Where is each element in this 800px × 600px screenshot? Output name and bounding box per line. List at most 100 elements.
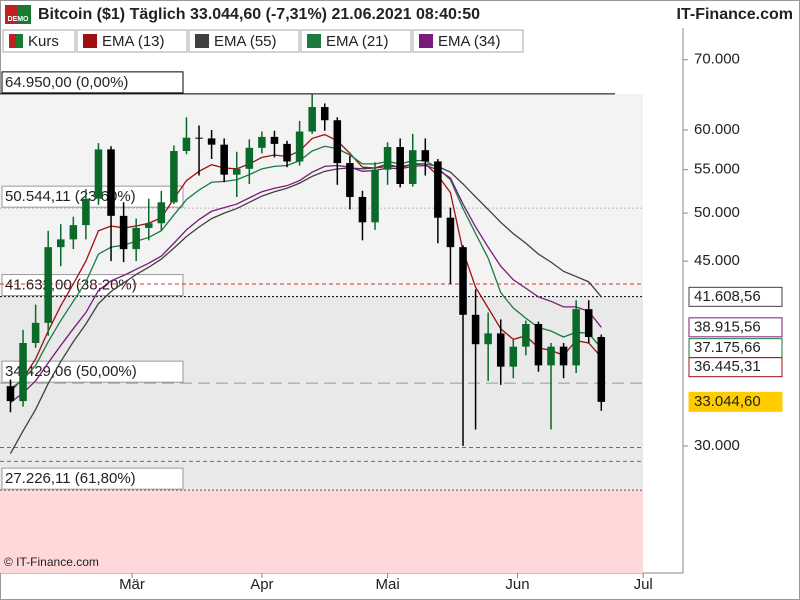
y-tick-label: 50.000 [694,204,740,221]
fib-label: 41.632,00 (38,20%) [5,277,137,294]
candle-body [182,137,191,151]
x-tick-label: Jul [634,576,653,593]
legend-icon [83,34,97,48]
candle-body [484,333,492,345]
candle-body [509,346,518,367]
candle-body [383,147,392,170]
copyright: © IT-Finance.com [4,555,99,569]
candle-body [547,346,555,366]
candle-body [346,163,354,197]
legend-label: EMA (55) [214,33,277,50]
fib-label: 50.544,11 (23,60%) [5,188,136,205]
fib-label-box [1,360,184,383]
last-value-label: 41.608,56 [694,288,761,305]
candle-body [283,143,291,162]
fib-label-box [1,71,184,94]
y-tick-label: 60.000 [694,121,740,138]
candle-body [496,333,505,367]
legend-icon [307,34,321,48]
y-tick-label: 45.000 [694,252,740,269]
y-tick-label: 55.000 [694,161,740,178]
fib-label-box [1,185,184,208]
candle-body [56,239,65,248]
candle-body [232,168,241,175]
x-tick-label: Jun [505,576,529,593]
last-value-label: 38.915,56 [694,318,761,335]
candle-body [19,343,27,402]
candle-body [132,227,140,250]
ema-line [10,133,602,393]
fib-label-box [1,467,184,490]
candle-body [270,136,279,144]
candle-body [258,136,266,148]
candle-body [157,202,166,224]
last-value-box [688,391,783,412]
candle-body [396,147,404,184]
legend-box [188,29,300,53]
candle-body [144,223,153,228]
badge-icon [5,5,18,24]
x-tick-label: Mai [376,576,400,593]
plot-area: 64.950,00 (0,00%) 50.544,11 (23,60%) 41.63… [0,71,643,573]
candle-body [207,138,216,145]
candle-body [308,107,316,132]
candle-body [559,346,568,366]
candle-body [597,336,606,402]
candle-body [471,314,480,345]
last-value-box [688,286,783,307]
last-value-label: 36.445,31 [694,358,761,375]
candle-body [31,322,40,344]
candle-body [195,137,203,139]
y-tick-label: 70.000 [694,51,740,68]
candle-body [94,149,103,199]
candle-body [119,215,128,250]
legend-box [412,29,524,53]
candle-body [446,217,455,248]
fib-label: 27.226,11 (61,80%) [5,470,136,487]
last-value-label: 33.044,60 [694,393,761,410]
candle-body [522,324,530,347]
legend-box [76,29,188,53]
candle-body [6,386,15,402]
x-tick-label: Apr [250,576,273,593]
candle-body [572,309,580,366]
legend-icon [9,34,16,48]
legend-icon [419,34,433,48]
last-value-box [688,357,783,378]
candle-body [69,225,78,240]
candle-body [44,247,52,323]
legend-box [300,29,412,53]
legend-label: Kurs [28,33,59,50]
candle-body [584,309,593,337]
ema-line [10,145,602,390]
candle-body [421,150,430,162]
candle-body [295,131,304,162]
candle-body [170,150,178,203]
last-value-box [688,317,783,338]
legend-icon [195,34,209,48]
fib-label: 64.950,00 (0,00%) [5,74,128,91]
legend-label: EMA (13) [102,33,165,50]
candle-body [371,169,379,223]
legend-label: EMA (21) [326,33,389,50]
fib-zone [0,490,643,573]
candle-body [358,196,367,223]
brand: IT-Finance.com [677,6,793,23]
x-tick-label: Mär [119,576,145,593]
last-value-label: 37.175,66 [694,339,761,356]
chart-title: Bitcoin ($1) Täglich 33.044,60 (-7,31%) … [38,6,480,23]
legend-icon [16,34,23,48]
candle-body [107,149,115,216]
y-tick-label: 30.000 [694,437,740,454]
fib-label: 34.429,06 (50,00%) [5,363,137,380]
legend-label: EMA (34) [438,33,501,50]
candle-body [245,147,254,169]
candle-body [320,107,329,121]
candle-body [333,120,342,164]
candle-body [434,161,442,218]
candle-body [408,150,417,184]
ema-line [10,164,602,403]
badge: DEMO [8,16,30,23]
